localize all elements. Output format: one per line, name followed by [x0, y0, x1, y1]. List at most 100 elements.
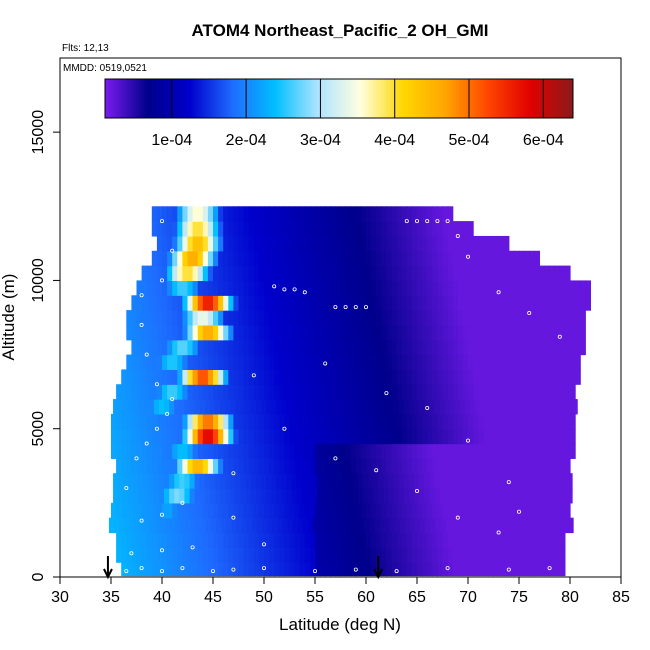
- heatmap-cell: [335, 354, 342, 370]
- heatmap-cell: [503, 502, 510, 519]
- heatmap-cell: [529, 280, 535, 296]
- heatmap-cell: [245, 473, 252, 489]
- heatmap-cell: [508, 502, 515, 519]
- heatmap-cell: [299, 443, 306, 459]
- heatmap-cell: [345, 502, 352, 519]
- heatmap-cell: [192, 221, 199, 237]
- heatmap-cell: [131, 369, 138, 385]
- heatmap-cell: [213, 428, 219, 445]
- heatmap-cell: [113, 488, 119, 504]
- heatmap-cell: [459, 399, 466, 415]
- heatmap-cell: [309, 280, 316, 296]
- heatmap-cell: [447, 413, 454, 430]
- heatmap-cell: [284, 428, 291, 445]
- heatmap-cell: [462, 413, 469, 430]
- heatmap-cell: [554, 310, 561, 326]
- heatmap-cell: [187, 339, 194, 356]
- heatmap-cell: [284, 413, 291, 430]
- heatmap-cell: [197, 547, 204, 563]
- heatmap-cell: [391, 295, 398, 311]
- heatmap-cell: [473, 413, 479, 430]
- heatmap-cell: [430, 517, 436, 534]
- heatmap-cell: [417, 310, 423, 326]
- heatmap-cell: [274, 354, 280, 370]
- heatmap-cell: [327, 488, 333, 504]
- heatmap-cell: [513, 428, 520, 445]
- heatmap-cell: [503, 369, 510, 385]
- heatmap-cell: [207, 443, 214, 459]
- x-tick-label: 70: [459, 589, 477, 606]
- heatmap-cell: [258, 354, 265, 370]
- heatmap-cell: [325, 295, 331, 311]
- heatmap-cell: [539, 280, 546, 296]
- heatmap-cell: [220, 488, 226, 504]
- heatmap-cell: [554, 295, 561, 311]
- heatmap-cell: [493, 250, 500, 267]
- heatmap-cell: [378, 488, 384, 504]
- heatmap-cell: [121, 413, 127, 430]
- heatmap-cell: [419, 488, 425, 504]
- heatmap-cell: [286, 488, 293, 504]
- heatmap-cell: [503, 324, 510, 341]
- heatmap-cell: [440, 517, 447, 534]
- heatmap-cell: [366, 235, 372, 252]
- heatmap-cell: [478, 354, 484, 370]
- heatmap-cell: [529, 458, 535, 474]
- heatmap-cell: [315, 560, 321, 577]
- heatmap-cell: [136, 458, 143, 474]
- heatmap-cell: [279, 428, 285, 445]
- heatmap-cell: [541, 473, 548, 489]
- heatmap-cell: [432, 369, 438, 385]
- heatmap-cell: [478, 560, 484, 577]
- heatmap-cell: [197, 221, 204, 237]
- heatmap-cell: [131, 310, 138, 326]
- heatmap-cell: [519, 428, 525, 445]
- heatmap-cell: [215, 488, 221, 504]
- heatmap-cell: [315, 221, 321, 237]
- heatmap-cell: [564, 324, 571, 341]
- heatmap-cell: [118, 473, 124, 489]
- heatmap-cell: [197, 250, 204, 267]
- x-tick-label: 50: [255, 589, 273, 606]
- heatmap-cell: [335, 221, 342, 237]
- heatmap-cell: [462, 532, 469, 548]
- heatmap-cell: [376, 310, 382, 326]
- heatmap-cell: [562, 517, 569, 534]
- heatmap-cell: [207, 532, 214, 548]
- flight-point: [139, 566, 144, 571]
- heatmap-cell: [320, 221, 326, 237]
- heatmap-cell: [396, 295, 403, 311]
- heatmap-cell: [111, 428, 117, 445]
- heatmap-cell: [284, 265, 291, 282]
- x-axis: 30 35 40 45 50 55 60 65 70 75 80 85: [51, 577, 630, 606]
- heatmap-cell: [238, 221, 245, 237]
- heatmap-cell: [138, 488, 145, 504]
- heatmap-cell: [457, 443, 464, 459]
- heatmap-cell: [248, 384, 255, 400]
- heatmap-cell: [406, 310, 413, 326]
- heatmap-cell: [325, 532, 331, 548]
- heatmap-cell: [192, 428, 199, 445]
- heatmap-cell: [187, 547, 194, 563]
- heatmap-cell: [544, 265, 551, 282]
- heatmap-cell: [515, 399, 522, 415]
- heatmap-cell: [442, 295, 449, 311]
- heatmap-cell: [350, 458, 357, 474]
- heatmap-cell: [177, 250, 183, 267]
- heatmap-cell: [475, 399, 481, 415]
- heatmap-cell: [401, 250, 408, 267]
- heatmap-cell: [355, 547, 362, 563]
- heatmap-cell: [330, 339, 336, 356]
- heatmap-cell: [315, 339, 321, 356]
- heatmap-cell: [213, 547, 219, 563]
- heatmap-cell: [350, 235, 357, 252]
- heatmap-cell: [411, 532, 418, 548]
- heatmap-cell: [427, 413, 433, 430]
- heatmap-cell: [146, 532, 153, 548]
- heatmap-cell: [401, 502, 408, 519]
- heatmap-cell: [478, 458, 484, 474]
- heatmap-cell: [156, 235, 163, 252]
- heatmap-cell: [366, 443, 372, 459]
- heatmap-cell: [228, 532, 234, 548]
- heatmap-cell: [384, 517, 391, 534]
